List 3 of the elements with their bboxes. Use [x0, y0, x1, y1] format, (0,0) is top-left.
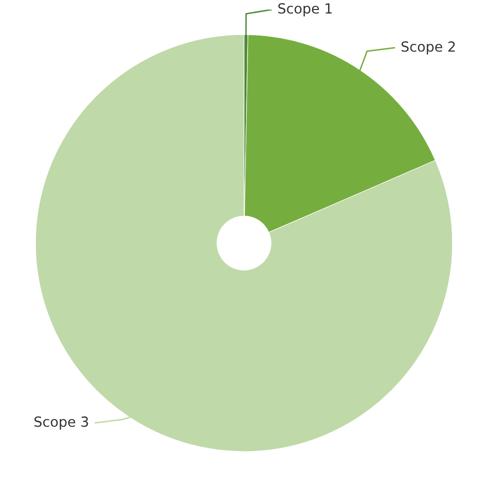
slice-label: Scope 3	[34, 416, 88, 430]
slice-label: Scope 1	[278, 3, 332, 16]
slice-label: Scope 2	[402, 41, 455, 54]
